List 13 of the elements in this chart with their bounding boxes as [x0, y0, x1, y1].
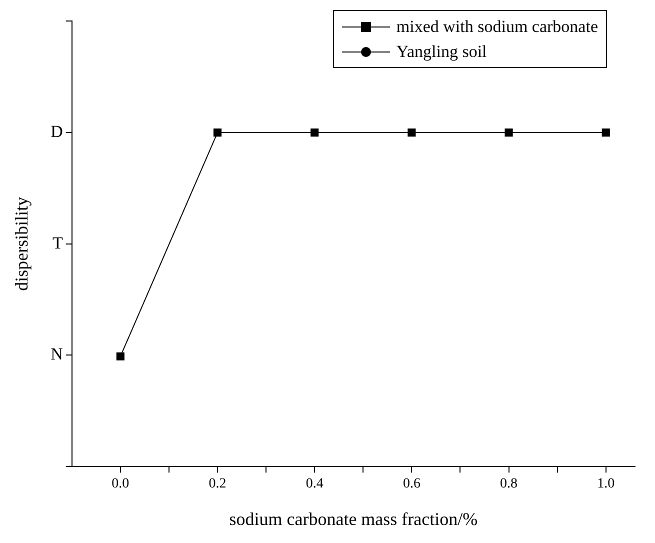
legend-label: mixed with sodium carbonate	[396, 16, 598, 38]
y-axis-title: dispersibility	[12, 196, 32, 291]
x-tick-label: 0.4	[306, 476, 324, 492]
legend-label: Yangling soil	[396, 41, 487, 63]
category-label: N	[50, 344, 63, 364]
x-tick-label: 0.2	[208, 476, 226, 492]
category-label: T	[52, 233, 63, 252]
x-tick-label: 1.0	[597, 476, 615, 492]
x-axis-title: sodium carbonate mass fraction/%	[229, 508, 478, 529]
category-label: D	[50, 122, 63, 142]
x-tick-label: 0.0	[112, 476, 130, 492]
x-tick-label: 0.8	[500, 476, 518, 492]
x-tick-label: 0.6	[402, 476, 420, 492]
